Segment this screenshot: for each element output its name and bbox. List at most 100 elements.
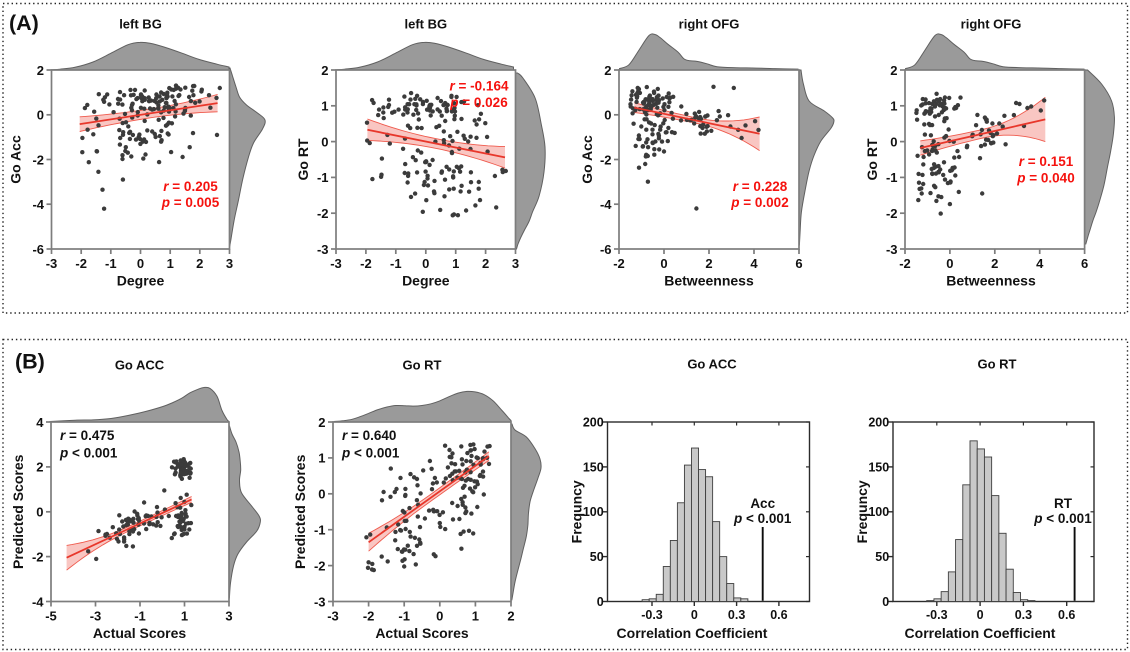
- svg-text:6: 6: [1081, 256, 1088, 271]
- svg-text:Acc: Acc: [750, 496, 775, 511]
- svg-text:left BG: left BG: [119, 17, 162, 32]
- svg-text:2: 2: [321, 63, 328, 78]
- svg-text:Actual Scores: Actual Scores: [375, 625, 469, 641]
- svg-text:Predicted Scores: Predicted Scores: [10, 454, 26, 569]
- svg-text:150: 150: [868, 460, 889, 474]
- svg-text:1: 1: [318, 451, 325, 466]
- svg-text:0: 0: [137, 256, 144, 271]
- svg-text:0: 0: [660, 256, 667, 271]
- svg-text:left BG: left BG: [404, 17, 447, 32]
- svg-text:Go Acc: Go Acc: [8, 135, 24, 184]
- svg-text:p < 0.001: p < 0.001: [733, 511, 792, 526]
- svg-text:p = 0.002: p = 0.002: [730, 195, 788, 210]
- svg-text:2: 2: [991, 256, 998, 271]
- svg-text:-1: -1: [314, 523, 326, 538]
- svg-text:-3: -3: [317, 242, 329, 257]
- svg-text:0: 0: [977, 608, 984, 622]
- svg-text:r = -0.164: r = -0.164: [450, 79, 509, 94]
- svg-text:-2: -2: [600, 152, 612, 167]
- svg-text:p < 0.001: p < 0.001: [59, 446, 118, 461]
- svg-text:-6: -6: [32, 242, 44, 257]
- svg-text:0: 0: [321, 134, 328, 149]
- svg-text:0: 0: [37, 108, 44, 123]
- svg-text:0.6: 0.6: [1058, 608, 1075, 622]
- svg-text:1: 1: [890, 99, 897, 114]
- svg-text:-3: -3: [314, 594, 326, 609]
- svg-text:-1: -1: [390, 256, 402, 271]
- svg-text:Go RT: Go RT: [978, 357, 1017, 372]
- svg-text:3: 3: [225, 609, 232, 624]
- svg-text:-1: -1: [398, 609, 410, 624]
- svg-text:4: 4: [750, 256, 758, 271]
- svg-text:Betweenness: Betweenness: [664, 273, 754, 289]
- svg-text:2: 2: [507, 609, 514, 624]
- svg-text:-2: -2: [360, 256, 372, 271]
- svg-text:1: 1: [452, 256, 459, 271]
- svg-text:-2: -2: [363, 609, 375, 624]
- svg-text:r = 0.228: r = 0.228: [733, 179, 788, 194]
- svg-text:1: 1: [472, 609, 479, 624]
- svg-text:2: 2: [318, 415, 325, 430]
- svg-text:2: 2: [36, 460, 43, 475]
- svg-text:Betweenness: Betweenness: [946, 273, 1036, 289]
- svg-text:Frequncy: Frequncy: [569, 480, 585, 543]
- svg-text:-2: -2: [613, 256, 625, 271]
- svg-text:-4: -4: [32, 197, 44, 212]
- svg-text:2: 2: [482, 256, 489, 271]
- svg-text:-2: -2: [899, 256, 911, 271]
- svg-text:50: 50: [875, 550, 889, 564]
- svg-text:-4: -4: [600, 197, 612, 212]
- svg-text:200: 200: [868, 415, 889, 429]
- svg-text:0: 0: [36, 505, 43, 520]
- svg-text:p = 0.005: p = 0.005: [161, 195, 220, 210]
- svg-text:2: 2: [890, 63, 897, 78]
- svg-text:Actual Scores: Actual Scores: [93, 625, 187, 641]
- svg-text:-2: -2: [32, 549, 44, 564]
- svg-text:1: 1: [321, 99, 328, 114]
- svg-text:-1: -1: [317, 170, 329, 185]
- svg-text:2: 2: [705, 256, 712, 271]
- svg-text:Go Acc: Go Acc: [579, 135, 595, 184]
- svg-text:0: 0: [691, 608, 698, 622]
- svg-text:(A): (A): [9, 11, 39, 35]
- svg-text:-0.3: -0.3: [926, 608, 948, 622]
- svg-text:1: 1: [167, 256, 174, 271]
- svg-text:2: 2: [604, 63, 611, 78]
- svg-text:-6: -6: [600, 242, 612, 257]
- svg-text:150: 150: [583, 460, 604, 474]
- svg-text:50: 50: [590, 550, 604, 564]
- svg-text:right OFG: right OFG: [961, 17, 1022, 32]
- svg-text:RT: RT: [1054, 496, 1073, 511]
- svg-text:Correlation Coefficient: Correlation Coefficient: [617, 625, 768, 641]
- svg-text:right OFG: right OFG: [679, 17, 740, 32]
- svg-text:-1: -1: [886, 170, 898, 185]
- svg-text:0: 0: [422, 256, 429, 271]
- svg-text:p = 0.040: p = 0.040: [1016, 171, 1074, 186]
- svg-text:Go RT: Go RT: [295, 138, 311, 180]
- svg-text:-3: -3: [330, 256, 342, 271]
- svg-text:-2: -2: [75, 256, 87, 271]
- svg-text:p = 0.026: p = 0.026: [449, 95, 508, 110]
- svg-text:-2: -2: [317, 206, 329, 221]
- svg-text:Degree: Degree: [402, 273, 450, 289]
- svg-text:p < 0.001: p < 0.001: [341, 446, 400, 461]
- svg-text:-3: -3: [327, 609, 339, 624]
- svg-text:0: 0: [597, 595, 604, 609]
- svg-text:4: 4: [1036, 256, 1044, 271]
- svg-text:-2: -2: [886, 206, 898, 221]
- svg-text:(B): (B): [15, 349, 45, 373]
- svg-text:0: 0: [890, 134, 897, 149]
- svg-text:0.3: 0.3: [728, 608, 745, 622]
- svg-text:Go RT: Go RT: [864, 138, 880, 180]
- svg-text:r = 0.151: r = 0.151: [1019, 154, 1074, 169]
- svg-text:100: 100: [868, 505, 889, 519]
- svg-text:-2: -2: [32, 152, 44, 167]
- svg-text:Go ACC: Go ACC: [115, 358, 165, 373]
- svg-text:r = 0.640: r = 0.640: [342, 428, 396, 443]
- svg-text:0.6: 0.6: [770, 608, 787, 622]
- svg-text:Go RT: Go RT: [403, 358, 442, 373]
- svg-text:Degree: Degree: [117, 273, 165, 289]
- svg-text:0: 0: [318, 487, 325, 502]
- svg-text:-4: -4: [32, 594, 44, 609]
- svg-text:1: 1: [181, 609, 188, 624]
